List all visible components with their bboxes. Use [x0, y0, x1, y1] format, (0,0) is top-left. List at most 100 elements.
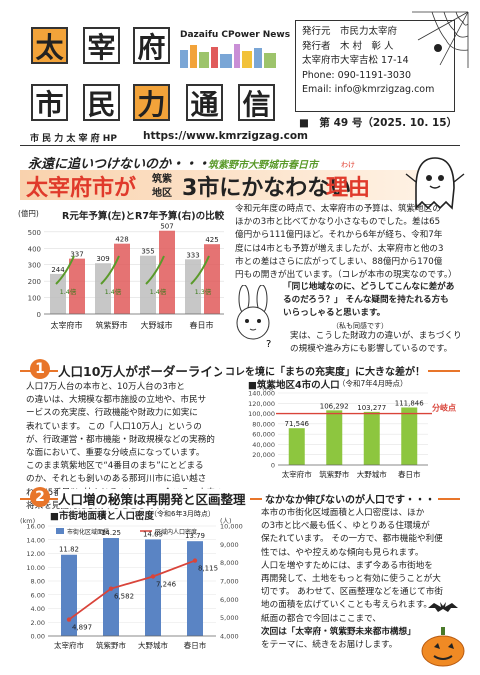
section2-paragraph: 本市の市街化区域面積と人口密度は、ほか の3市と比べ最も低く、ゆとりある住環境が…: [261, 507, 443, 652]
y-tick-label: 0: [37, 311, 41, 319]
density-value-label: 6,582: [114, 593, 134, 601]
headline-furigana: わけ: [341, 161, 355, 169]
quote-note: （私も同感です）: [332, 322, 388, 330]
population-bar: [326, 410, 343, 465]
publisher-line: 発行元 市民力太宰府: [302, 26, 398, 37]
headline-main-b-bottom: 地区: [152, 188, 172, 199]
skyline-illustration: [180, 44, 276, 68]
growth-label: 1.4倍: [150, 287, 167, 296]
bar-r7: [204, 244, 220, 314]
y-tick-label: 400: [28, 245, 41, 253]
bar-value-label: 355: [141, 248, 154, 256]
section2-line: 地の面積を広げていくことも考えられます。: [261, 600, 433, 611]
y-tick-label: 60,000: [252, 431, 275, 439]
area-bar: [145, 539, 161, 636]
growth-arrow: [55, 255, 75, 285]
population-chart-note: （令和7年4月時点）: [338, 379, 408, 388]
bar-value-label: 333: [186, 251, 199, 259]
title-char: 宰: [83, 27, 120, 64]
y-tick-label: 20,000: [252, 451, 275, 459]
section2-line: 紙面の都合で今回はここまで、: [261, 613, 381, 624]
y-tick-label: 0: [271, 462, 275, 470]
hp-label: 市 民 力 太 宰 府 HP: [30, 134, 117, 144]
y-tick-label: 120,000: [248, 400, 275, 408]
quote-line: いらっしゃると思います。: [283, 308, 386, 319]
homepage-link[interactable]: https://www.kmrzigzag.com: [143, 130, 308, 142]
title-char: 力: [133, 84, 170, 121]
title-char: 太: [31, 27, 68, 64]
intro-line: 令和元年度の時点で、太宰府市の予算は、筑紫地区の: [235, 204, 441, 214]
section1-line: な面において、重要な分岐点になっています。: [26, 448, 205, 459]
title-char: 信: [238, 84, 275, 121]
bar-r1: [50, 273, 66, 314]
publisher-line: Phone: 090-1191-3030: [302, 69, 411, 81]
category-label: 筑紫野市: [96, 320, 128, 330]
title-char: 民: [83, 84, 120, 121]
section2-line: 本市の市街化区域面積と人口密度は、ほか: [261, 508, 425, 518]
publisher-box: 発行元 市民力太宰府 発行者 木 村 彰 人 太宰府市大宰吉松 17-14 Ph…: [295, 20, 455, 112]
density-point: [192, 558, 198, 563]
bar-r7: [69, 258, 85, 314]
population-bar: [401, 407, 418, 465]
right-tick-label: 9,000: [220, 541, 239, 549]
bar-value-label: 103,277: [357, 404, 386, 412]
bar-value-label: 111,846: [395, 399, 424, 407]
area-chart-title: ■市街地面積と人口密度: [50, 511, 154, 522]
bar-value-label: 428: [115, 236, 128, 244]
section1-line: このまま筑紫地区で“4番目のまち”にとどまる: [26, 461, 204, 472]
publisher-line[interactable]: Email: info@kmrzigzag.com: [302, 84, 435, 95]
section1-line: 人口7万人台の本市と、10万人台の3市と: [26, 382, 186, 392]
y-tick-label: 200: [28, 278, 41, 286]
category-label: 春日市: [398, 469, 421, 479]
population-chart: (人) 0 20,000 40,000 60,000 80,000 100,000 120,0…: [248, 385, 456, 479]
right-tick-label: 10,000: [220, 523, 243, 531]
right-tick-label: 4,000: [220, 633, 239, 641]
title-char: 市: [31, 84, 68, 121]
bar-value-label: 106,292: [320, 402, 349, 410]
growth-arrow: [100, 255, 120, 285]
category-label: 春日市: [184, 640, 207, 650]
headline-main-a: 太宰府市が: [26, 176, 137, 201]
category-label: 春日市: [190, 320, 214, 330]
svg-text:?: ?: [266, 339, 271, 350]
closing-line: 実は、こうした財政力の違いが、まちづくり: [290, 331, 462, 341]
title-char: 通: [186, 84, 223, 121]
issue-label: ■ 第 49 号（2025. 10. 15）: [299, 117, 458, 129]
right-tick-label: 6,000: [220, 596, 239, 604]
section1-number-badge: 1: [30, 359, 50, 379]
headline-kicker-cities: 筑紫野市大野城市春日市: [208, 160, 318, 171]
growth-label: 1.4倍: [60, 287, 77, 296]
category-label: 太宰府市: [282, 469, 312, 479]
intro-closing: 実は、こうした財政力の違いが、まちづくり の規模や進み方にも影響しているのです。: [290, 330, 462, 356]
density-point: [66, 617, 72, 622]
growth-arrow: [190, 255, 210, 285]
bar-value-label: 244: [51, 266, 65, 274]
quote-line: 「同じ地域なのに、どうしてこんなに差があ: [283, 282, 455, 292]
bar-r7: [159, 230, 175, 314]
section1-title: 人口10万人がボーダーライン: [58, 361, 230, 380]
header-rule: [20, 145, 460, 146]
bar-value-label: 507: [160, 223, 173, 231]
density-point: [150, 574, 156, 579]
legend-swatch-area: [56, 528, 64, 534]
area-value-label: 13.79: [185, 532, 205, 540]
left-tick-label: 14.00: [26, 536, 45, 544]
right-tick-label: 8,000: [220, 559, 239, 567]
category-label: 大野城市: [138, 640, 168, 650]
bat-icon: [428, 602, 458, 612]
pumpkin-icon: [421, 627, 465, 667]
section2-line: 切です。 あわせて、区画整理などを通じて市街: [261, 587, 443, 598]
section2-line: をテーマに、続きをお届けします。: [261, 640, 398, 651]
area-density-chart: (km) (人) 16.00 14.00 12.00 10.00 8.00 6.00 4.00 2…: [20, 517, 243, 650]
section2-line: 保たれています。 その一方で、都市機能や利便: [261, 534, 443, 545]
section2-line: 人口を増やすためには、まず今ある市街地を: [261, 560, 433, 571]
section2-line: の3市と比べ最も低く、ゆとりある住環境が: [261, 521, 430, 532]
section1-line: の違いは、大規模な都市施設の立地や、市民サ: [26, 395, 207, 406]
growth-label: 1.3倍: [195, 287, 212, 296]
density-value-label: 8,115: [198, 565, 218, 573]
publisher-line: 太宰府市大宰吉松 17-14: [302, 55, 409, 66]
section1-line: のか、それとも剝いのある那珂川市に追い越さ: [26, 474, 207, 485]
brand-name: Dazaifu CPower News: [180, 30, 291, 40]
headline-banner: [20, 170, 440, 200]
population-bar: [363, 411, 380, 465]
